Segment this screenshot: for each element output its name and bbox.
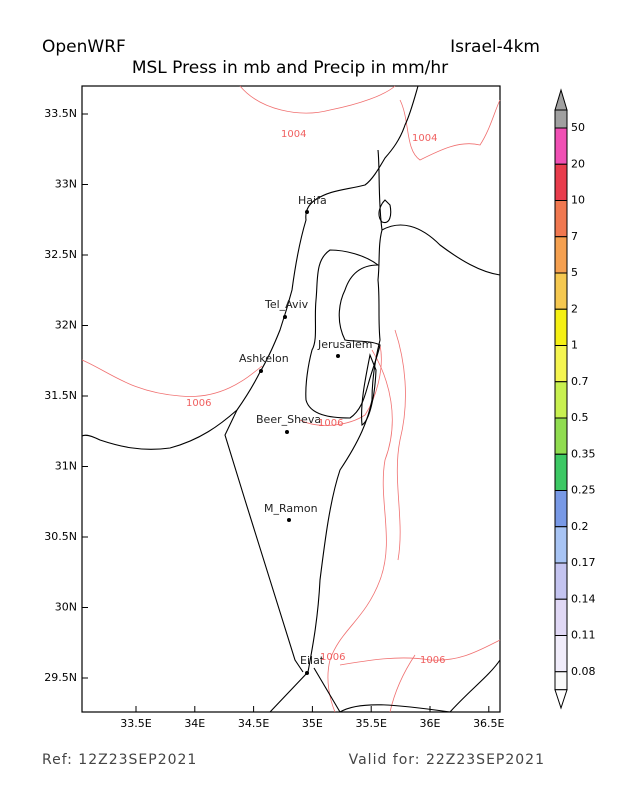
colorbar-bin xyxy=(554,109,568,129)
map-frame xyxy=(81,85,501,713)
colorbar-bin xyxy=(554,635,568,673)
x-tick-label: 36E xyxy=(420,717,441,730)
valid-time: Valid for: 22Z23SEP2021 xyxy=(349,752,545,768)
colorbar-bin xyxy=(554,417,568,455)
colorbar-bin xyxy=(554,163,568,201)
colorbar-label: 7 xyxy=(571,230,578,243)
contour-label: 1004 xyxy=(281,129,306,140)
domain-title: Israel-4km xyxy=(450,37,540,57)
colorbar-bin xyxy=(554,200,568,238)
y-tick-label: 29.5N xyxy=(44,671,77,684)
contour-label: 1004 xyxy=(412,133,437,144)
colorbar-bin xyxy=(554,345,568,383)
contour xyxy=(81,359,263,397)
axes: 33.5E 34E 34.5E 35E 35.5E 36E 36.5E 33.5N 33N 32.… xyxy=(44,107,504,730)
field-title: MSL Press in mb and Precip in mm/hr xyxy=(132,58,448,78)
city-dot xyxy=(305,671,309,675)
city-label: Eilat xyxy=(300,654,325,667)
colorbar-label: 50 xyxy=(571,121,585,134)
city-label: Tel_Aviv xyxy=(264,298,309,311)
y-tick-label: 32N xyxy=(55,319,77,332)
contour xyxy=(399,99,501,161)
city-label: Beer_Sheva xyxy=(256,413,321,426)
lake xyxy=(378,199,392,224)
colorbar-label: 0.14 xyxy=(571,592,596,605)
city-label: M_Ramon xyxy=(264,502,318,515)
colorbar-top xyxy=(554,88,568,111)
colorbar-bin xyxy=(554,526,568,564)
city-label: Ashkelon xyxy=(239,352,289,365)
contour xyxy=(339,639,501,666)
x-tick-label: 36.5E xyxy=(473,717,504,730)
colorbar-label: 0.25 xyxy=(571,484,596,497)
colorbar-label: 2 xyxy=(571,302,578,315)
colorbar-bin xyxy=(554,598,568,636)
contour xyxy=(389,654,416,713)
contour xyxy=(299,344,382,426)
city-dot xyxy=(336,354,340,358)
y-tick-label: 33N xyxy=(55,178,77,191)
city-dot xyxy=(285,430,289,434)
colorbar-bin xyxy=(554,381,568,419)
colorbar-bin xyxy=(554,236,568,274)
colorbar-bin xyxy=(554,453,568,491)
coastline xyxy=(81,85,419,450)
y-tick-label: 30.5N xyxy=(44,530,77,543)
contour xyxy=(327,349,393,713)
border xyxy=(305,249,381,419)
colorbar-bin xyxy=(554,127,568,165)
contour-label: 1006 xyxy=(420,655,445,666)
contour xyxy=(394,329,406,561)
city-label: Haifa xyxy=(298,194,327,207)
colorbar-label: 0.2 xyxy=(571,520,589,533)
map: Haifa Tel_Aviv Jerusalem Ashkelon Beer_S… xyxy=(81,85,501,713)
x-tick-label: 35E xyxy=(302,717,323,730)
colorbar-label: 10 xyxy=(571,194,585,207)
city-dot xyxy=(305,210,309,214)
x-tick-label: 35.5E xyxy=(355,717,386,730)
colorbar-bin xyxy=(554,671,568,691)
city-label: Jerusalem xyxy=(317,338,373,351)
contour-label: 1006 xyxy=(318,418,343,429)
border xyxy=(224,409,304,673)
colorbar-label: 0.11 xyxy=(571,629,596,642)
y-tick-label: 31N xyxy=(55,460,77,473)
city-dot xyxy=(283,315,287,319)
colorbar-bin xyxy=(554,272,568,310)
colorbar-bin xyxy=(554,562,568,600)
contour-label: 1006 xyxy=(186,398,211,409)
colorbar-label: 0.08 xyxy=(571,665,596,678)
colorbar-label: 1 xyxy=(571,339,578,352)
colorbar-label: 5 xyxy=(571,266,578,279)
y-tick-label: 31.5N xyxy=(44,389,77,402)
colorbar-bin xyxy=(554,490,568,528)
x-tick-label: 34E xyxy=(184,717,205,730)
y-tick-label: 30N xyxy=(55,601,77,614)
x-tick-label: 33.5E xyxy=(120,717,151,730)
contour-label: 1006 xyxy=(320,652,345,663)
model-title: OpenWRF xyxy=(42,37,126,57)
x-tick-label: 34.5E xyxy=(238,717,269,730)
city-dot xyxy=(287,518,291,522)
ref-time: Ref: 12Z23SEP2021 xyxy=(42,752,197,768)
colorbar: 50 20 10 7 5 2 1 0.7 0.5 0.35 0.25 0.2 0.17 0.14 0.11 0… xyxy=(554,88,596,710)
colorbar-label: 0.17 xyxy=(571,556,596,569)
city-dot xyxy=(259,369,263,373)
colorbar-label: 0.35 xyxy=(571,447,596,460)
y-tick-label: 33.5N xyxy=(44,107,77,120)
border xyxy=(269,659,501,713)
dead-sea xyxy=(361,353,377,426)
border xyxy=(381,224,501,276)
colorbar-bin xyxy=(554,308,568,346)
border xyxy=(307,149,383,673)
colorbar-label: 0.7 xyxy=(571,375,589,388)
colorbar-label: 0.5 xyxy=(571,411,589,424)
y-tick-label: 32.5N xyxy=(44,248,77,261)
colorbar-bottom xyxy=(554,689,568,710)
contour xyxy=(239,85,396,114)
colorbar-label: 20 xyxy=(571,157,585,170)
